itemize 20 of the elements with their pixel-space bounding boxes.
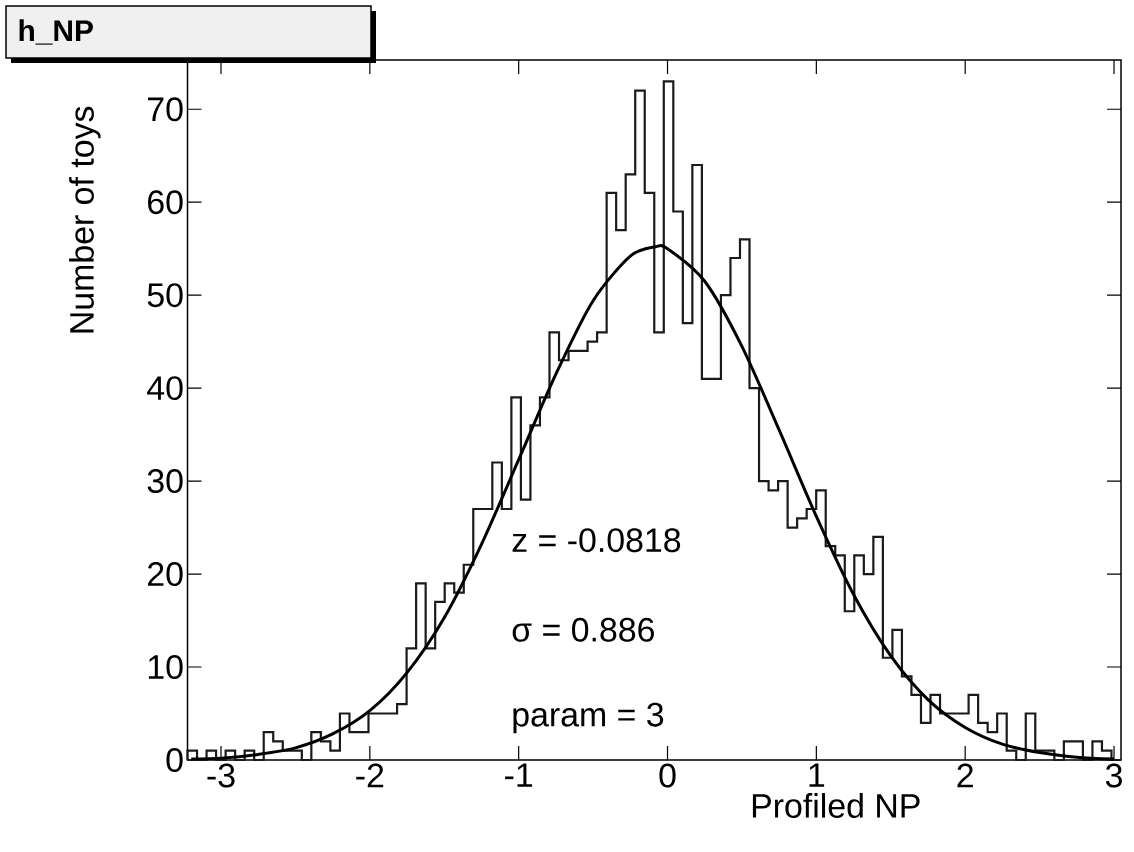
x-axis-title: Profiled NP [752, 793, 920, 818]
y-tick-label: 60 [148, 190, 183, 215]
chart-title: h_NP [19, 19, 93, 45]
y-tick-label: 40 [147, 376, 183, 401]
annotation: param = 3 [513, 702, 664, 734]
y-tick-label: 30 [147, 469, 183, 494]
y-tick-label: 70 [148, 97, 183, 122]
annotation: σ = 0.886 [512, 617, 654, 642]
x-tick-label: -1 [505, 763, 533, 787]
annotation: z = -0.0818 [512, 528, 681, 553]
x-tick-label: -3 [207, 763, 235, 788]
x-tick-label: 2 [957, 763, 973, 788]
x-tick-label: 3 [1105, 763, 1122, 788]
y-axis-title: Number of toys [69, 106, 101, 333]
y-tick-label: 20 [148, 562, 183, 587]
y-tick-label: 10 [148, 655, 183, 680]
x-tick-label: 1 [809, 763, 825, 787]
x-tick-label: -2 [356, 763, 384, 788]
x-tick-label: 0 [659, 763, 676, 788]
y-tick-label: 50 [147, 283, 183, 308]
